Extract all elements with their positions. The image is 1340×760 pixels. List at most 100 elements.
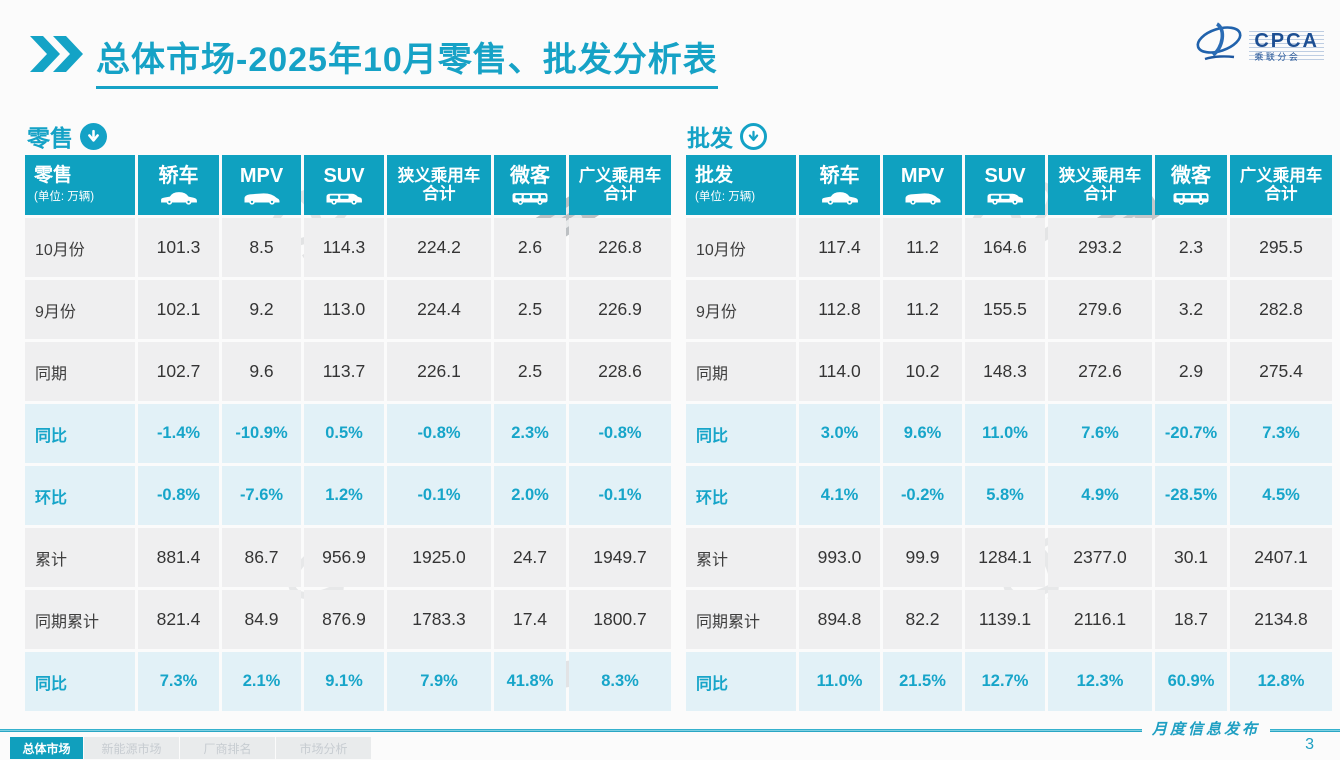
cpca-logo: CPCA 乘联分会 bbox=[1192, 20, 1324, 71]
table-cell: 1800.7 bbox=[569, 590, 671, 649]
table-cell: 279.6 bbox=[1048, 280, 1152, 339]
table-cell: 17.4 bbox=[494, 590, 566, 649]
table-cell: -0.8% bbox=[569, 404, 671, 463]
row-label: 10月份 bbox=[686, 218, 796, 277]
sedan-icon bbox=[158, 190, 200, 205]
footer-tab[interactable]: 新能源市场 bbox=[84, 737, 179, 759]
wholesale-section-title: 批发 bbox=[687, 119, 767, 153]
table-cell: 2134.8 bbox=[1230, 590, 1332, 649]
table-cell: 2.5 bbox=[494, 280, 566, 339]
table-cell: 60.9% bbox=[1155, 652, 1227, 711]
column-header: MPV bbox=[222, 155, 301, 215]
table-cell: 7.9% bbox=[387, 652, 491, 711]
wholesale-section-label: 批发 bbox=[687, 125, 733, 151]
page-number: 3 bbox=[1305, 736, 1314, 753]
table-corner-title: 批发 bbox=[695, 164, 734, 186]
row-label: 同比 bbox=[686, 652, 796, 711]
row-label: 环比 bbox=[686, 466, 796, 525]
column-header-label: 广义乘用车 合计 bbox=[578, 166, 662, 203]
retail-section-label: 零售 bbox=[27, 125, 73, 151]
mpv-icon bbox=[902, 190, 944, 205]
table-cell: 30.1 bbox=[1155, 528, 1227, 587]
footer-tab[interactable]: 总体市场 bbox=[10, 737, 83, 759]
wholesale-table: 批发 (单位: 万辆) 轿车 MPV SUV 狭义乘用车 合计 微客 广义乘用车 合计 10月份 11… bbox=[686, 155, 1332, 711]
table-cell: 102.1 bbox=[138, 280, 219, 339]
table-cell: 2.3 bbox=[1155, 218, 1227, 277]
column-header: 轿车 bbox=[799, 155, 880, 215]
table-cell: 3.2 bbox=[1155, 280, 1227, 339]
footer-tab[interactable]: 市场分析 bbox=[276, 737, 371, 759]
sedan-icon bbox=[819, 190, 861, 205]
table-cell: 2.5 bbox=[494, 342, 566, 401]
cpca-swirl-icon bbox=[1192, 20, 1246, 71]
column-header: 微客 bbox=[494, 155, 566, 215]
column-header: 广义乘用车 合计 bbox=[1230, 155, 1332, 215]
column-header-label: 轿车 bbox=[819, 165, 860, 188]
column-header-label: 狭义乘用车 合计 bbox=[397, 166, 481, 203]
table-cell: -0.1% bbox=[387, 466, 491, 525]
circle-down-arrow-icon bbox=[80, 122, 107, 150]
row-label: 累计 bbox=[25, 528, 135, 587]
table-cell: -0.8% bbox=[138, 466, 219, 525]
table-cell: 2407.1 bbox=[1230, 528, 1332, 587]
column-header-label: 广义乘用车 合计 bbox=[1239, 166, 1323, 203]
row-label: 同期 bbox=[25, 342, 135, 401]
table-cell: 2.0% bbox=[494, 466, 566, 525]
table-cell: 821.4 bbox=[138, 590, 219, 649]
footer-tab-bar: 总体市场 新能源市场 厂商排名 市场分析 bbox=[10, 737, 371, 759]
double-chevron-icon bbox=[28, 35, 84, 78]
row-label: 同比 bbox=[686, 404, 796, 463]
column-header-label: SUV bbox=[323, 165, 365, 188]
table-cell: 224.2 bbox=[387, 218, 491, 277]
table-cell: -0.8% bbox=[387, 404, 491, 463]
table-cell: 3.0% bbox=[799, 404, 880, 463]
table-cell: 102.7 bbox=[138, 342, 219, 401]
table-cell: 1139.1 bbox=[965, 590, 1045, 649]
table-cell: 0.5% bbox=[304, 404, 384, 463]
header: 总体市场-2025年10月零售、批发分析表 bbox=[28, 32, 718, 89]
table-cell: 2377.0 bbox=[1048, 528, 1152, 587]
table-cell: 11.0% bbox=[799, 652, 880, 711]
table-cell: 12.3% bbox=[1048, 652, 1152, 711]
row-label: 同期 bbox=[686, 342, 796, 401]
table-cell: 155.5 bbox=[965, 280, 1045, 339]
table-cell: -10.9% bbox=[222, 404, 301, 463]
table-cell: 164.6 bbox=[965, 218, 1045, 277]
mpv-icon bbox=[241, 190, 283, 205]
table-corner-title: 零售 bbox=[34, 164, 73, 186]
table-cell: 1.2% bbox=[304, 466, 384, 525]
row-label: 同期累计 bbox=[25, 590, 135, 649]
table-cell: 148.3 bbox=[965, 342, 1045, 401]
table-cell: 2116.1 bbox=[1048, 590, 1152, 649]
page-title: 总体市场-2025年10月零售、批发分析表 bbox=[96, 32, 718, 89]
cpca-wordmark: CPCA 乘联分会 bbox=[1249, 28, 1324, 63]
circle-down-arrow-icon bbox=[740, 122, 767, 150]
row-label: 9月份 bbox=[686, 280, 796, 339]
table-cell: 12.7% bbox=[965, 652, 1045, 711]
table-cell: 228.6 bbox=[569, 342, 671, 401]
column-header-label: 轿车 bbox=[158, 165, 199, 188]
table-cell: 12.8% bbox=[1230, 652, 1332, 711]
row-label: 同比 bbox=[25, 404, 135, 463]
table-cell: 101.3 bbox=[138, 218, 219, 277]
row-label: 同比 bbox=[25, 652, 135, 711]
table-cell: 7.6% bbox=[1048, 404, 1152, 463]
table-cell: 226.8 bbox=[569, 218, 671, 277]
table-cell: 18.7 bbox=[1155, 590, 1227, 649]
table-cell: 1284.1 bbox=[965, 528, 1045, 587]
column-header: 广义乘用车 合计 bbox=[569, 155, 671, 215]
table-cell: 2.1% bbox=[222, 652, 301, 711]
table-cell: 7.3% bbox=[1230, 404, 1332, 463]
release-label: 月度信息发布 bbox=[1142, 722, 1271, 739]
footer-tab[interactable]: 厂商排名 bbox=[180, 737, 275, 759]
table-unit-label: (单位: 万辆) bbox=[695, 191, 756, 204]
table-cell: 7.3% bbox=[138, 652, 219, 711]
table-cell: 226.9 bbox=[569, 280, 671, 339]
row-label: 9月份 bbox=[25, 280, 135, 339]
table-cell: 5.8% bbox=[965, 466, 1045, 525]
column-header: SUV bbox=[304, 155, 384, 215]
table-cell: 2.3% bbox=[494, 404, 566, 463]
suv-icon bbox=[984, 190, 1026, 205]
table-cell: 1783.3 bbox=[387, 590, 491, 649]
